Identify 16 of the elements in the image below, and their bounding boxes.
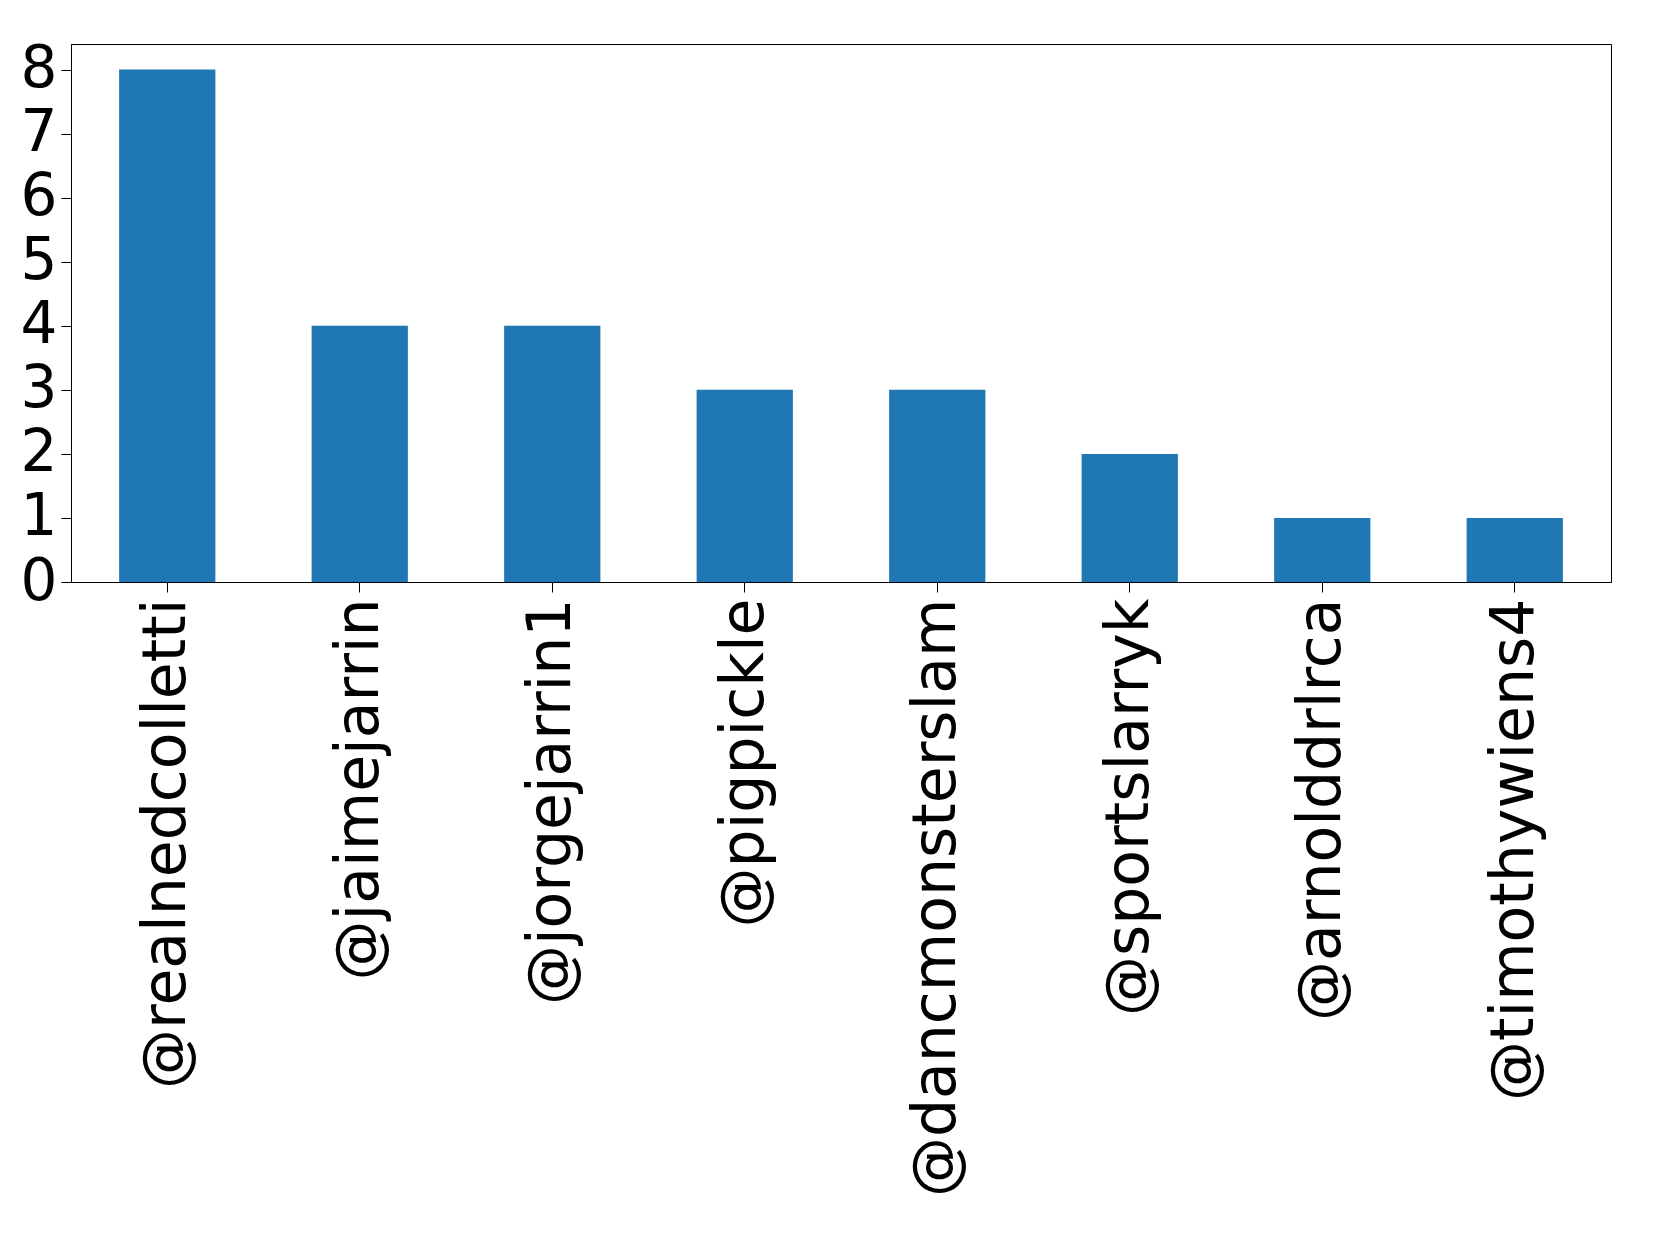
bar: [1274, 517, 1371, 582]
bar: [696, 389, 793, 582]
x-tick-label: @arnolddrlrca: [1284, 598, 1355, 1021]
bar: [1081, 453, 1178, 582]
x-tick-label: @jaimejarrin: [321, 598, 392, 981]
bar: [1466, 517, 1563, 582]
bar: [889, 389, 986, 582]
x-tick-label: @dancmonsterslam: [899, 598, 970, 1198]
x-tick-label: @pigpickle: [706, 598, 777, 928]
bar: [311, 325, 408, 582]
bar: [504, 325, 601, 582]
bar: [119, 69, 216, 582]
x-tick-label: @sportslarryk: [1091, 598, 1162, 1016]
x-tick-label: @realnedcolletti: [129, 598, 200, 1089]
x-tick-label: @jorgejarrin1: [514, 598, 585, 1006]
x-tick-label: @timothywiens4: [1476, 598, 1547, 1102]
